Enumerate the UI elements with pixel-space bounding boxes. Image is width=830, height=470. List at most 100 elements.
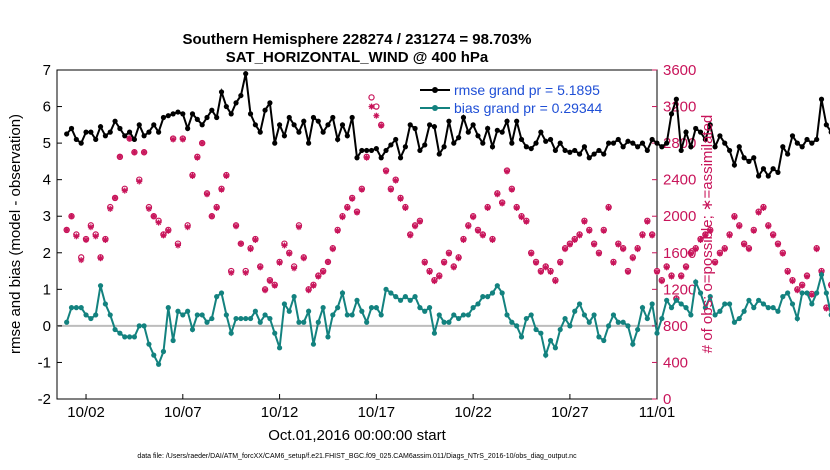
- rmse-point: [480, 140, 486, 146]
- bias-point: [465, 312, 471, 318]
- rmse-point: [83, 129, 89, 135]
- assimilated-obs-point: [421, 259, 428, 266]
- rmse-point: [456, 135, 462, 141]
- assimilated-obs-point: [354, 209, 360, 216]
- rmse-point: [552, 147, 558, 154]
- right-tick-label: 2400: [663, 172, 696, 189]
- rmse-point: [93, 136, 99, 143]
- bias-point: [73, 305, 79, 311]
- left-tick-label: 0: [43, 318, 51, 335]
- rmse-point: [504, 118, 510, 124]
- rmse-point: [789, 133, 796, 139]
- bias-point: [122, 334, 128, 340]
- assimilated-obs-point: [552, 278, 559, 285]
- bias-point: [456, 315, 462, 322]
- assimilated-obs-point: [266, 278, 273, 285]
- assimilated-obs-point: [291, 265, 298, 272]
- bias-point: [654, 330, 660, 336]
- bias-point: [397, 297, 404, 303]
- assimilated-obs-point: [654, 268, 660, 275]
- assimilated-obs-point: [721, 246, 728, 253]
- assimilated-obs-point: [808, 291, 815, 298]
- bias-point: [296, 319, 302, 325]
- rmse-point: [68, 125, 75, 132]
- bias-point: [412, 294, 418, 300]
- assimilated-obs-point: [823, 305, 830, 312]
- rmse-point: [335, 136, 341, 143]
- rmse-point: [693, 125, 699, 132]
- assimilated-obs-point: [755, 209, 762, 216]
- rmse-point: [639, 140, 646, 146]
- bias-point: [301, 319, 307, 325]
- rmse-point: [441, 144, 447, 150]
- bias-point: [102, 301, 108, 307]
- assimilated-obs-point: [213, 204, 220, 211]
- assimilated-obs-point: [799, 282, 806, 289]
- assimilated-obs-point: [271, 282, 278, 289]
- rmse-point: [726, 147, 733, 154]
- bias-point: [180, 312, 186, 318]
- rmse-point: [228, 111, 234, 117]
- bias-point: [664, 297, 670, 303]
- assimilated-obs-point: [450, 264, 457, 271]
- rmse-point: [785, 151, 791, 157]
- bias-point: [310, 341, 317, 347]
- rmse-point: [136, 122, 142, 128]
- bias-point: [596, 334, 602, 340]
- rmse-point: [499, 129, 505, 135]
- series-bias: [64, 270, 830, 367]
- rmse-point: [131, 136, 138, 143]
- x-tick-label: 10/02: [67, 404, 105, 421]
- rmse-point: [717, 133, 723, 139]
- bias-point: [441, 319, 447, 325]
- bias-point: [291, 294, 297, 300]
- rmse-point: [746, 158, 752, 164]
- rmse-point: [586, 155, 592, 161]
- rmse-point: [509, 140, 515, 146]
- chart-subtitle: SAT_HORIZONTAL_WIND @ 400 hPa: [226, 49, 489, 66]
- assimilated-obs-point: [416, 218, 423, 225]
- bias-point: [635, 326, 641, 333]
- rmse-point: [407, 122, 413, 128]
- rmse-point: [412, 125, 418, 132]
- left-tick-label: 2: [43, 245, 51, 262]
- rmse-point: [683, 129, 689, 135]
- bias-point: [620, 319, 626, 325]
- rmse-point: [707, 122, 713, 128]
- bias-point: [557, 326, 563, 333]
- bias-point: [770, 305, 776, 311]
- rmse-point: [281, 133, 288, 139]
- bias-point: [741, 308, 747, 314]
- bias-point: [789, 301, 796, 307]
- rmse-point: [117, 125, 123, 132]
- assimilated-obs-point: [145, 205, 152, 212]
- right-tick-label: 2000: [663, 208, 696, 225]
- assimilated-obs-point: [121, 187, 128, 194]
- x-tick-label: 10/27: [551, 404, 589, 421]
- rmse-point: [175, 109, 181, 115]
- legend-bias-label: bias grand pr = 0.29344: [454, 100, 602, 116]
- series-assimilated-obs: [63, 103, 830, 312]
- right-tick-label: 3200: [663, 99, 696, 116]
- bias-point: [238, 315, 244, 322]
- bias-point: [175, 308, 181, 314]
- rmse-point: [426, 122, 433, 128]
- bias-point: [272, 330, 278, 336]
- bias-point: [378, 312, 384, 318]
- rmse-point: [446, 118, 452, 124]
- bias-point: [426, 305, 433, 311]
- assimilated-obs-point: [373, 112, 380, 119]
- bias-point: [726, 301, 733, 307]
- rmse-point: [238, 92, 244, 99]
- right-tick-label: 1600: [663, 245, 696, 262]
- assimilated-obs-point: [663, 264, 670, 271]
- assimilated-obs-point: [794, 287, 801, 294]
- assimilated-obs-point: [189, 173, 196, 180]
- rmse-point: [596, 147, 602, 154]
- y-axis-label-right: # of obs: o=possible; ∗=assimilated: [699, 115, 716, 354]
- right-tick-label: 800: [663, 318, 688, 335]
- assimilated-obs-point: [542, 264, 549, 271]
- rmse-point: [364, 147, 370, 154]
- bias-point: [97, 283, 104, 289]
- assimilated-obs-point: [726, 232, 733, 239]
